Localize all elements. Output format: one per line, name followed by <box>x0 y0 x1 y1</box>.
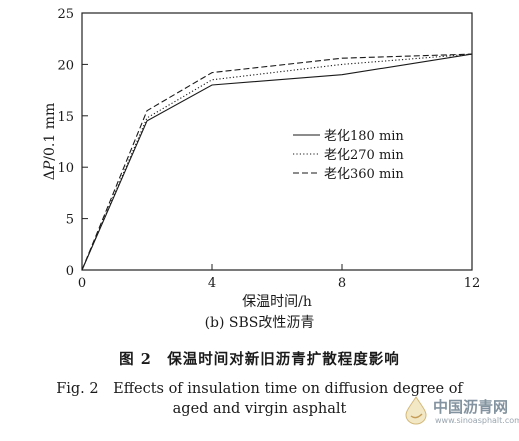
water-drop-logo-icon <box>405 396 427 425</box>
plot-frame <box>81 12 473 271</box>
watermark-text: 中国沥青网 <box>433 398 509 416</box>
legend-label-2: 老化270 min <box>324 148 404 163</box>
chart-axes: 0 4 8 12 0 5 10 15 20 25 保温时间/h ΔP/0.1 mm <box>42 7 480 310</box>
figure-caption-english-line1: Fig. 2 Effects of insulation time on dif… <box>56 381 463 397</box>
y-axis-label: ΔP/0.1 mm <box>42 103 58 181</box>
legend-label-1: 老化180 min <box>324 129 404 144</box>
figure-caption-chinese: 图 2 保温时间对新旧沥青扩散程度影响 <box>119 351 400 368</box>
y-tick-label: 5 <box>66 213 74 228</box>
series-line-1 <box>81 53 473 271</box>
y-tick-label: 0 <box>66 264 74 279</box>
y-tick-label: 10 <box>57 161 74 176</box>
chart-legend: 老化180 min 老化270 min 老化360 min <box>293 129 404 182</box>
x-tick-label: 0 <box>78 276 86 291</box>
x-tick-label: 4 <box>208 276 216 291</box>
y-axis-label-unit: /0.1 mm <box>42 103 58 161</box>
y-tick-label: 20 <box>57 58 74 73</box>
x-tick-label: 12 <box>464 276 481 291</box>
subfigure-caption: (b) SBS改性沥青 <box>204 315 315 331</box>
watermark-url: www.sinoasphalt.com <box>435 416 519 425</box>
y-tick-label: 25 <box>57 7 74 22</box>
series-line-3 <box>81 53 473 271</box>
y-tick-label: 15 <box>57 110 74 125</box>
y-axis-label-prefix: Δ <box>42 170 58 180</box>
x-axis-label: 保温时间/h <box>242 294 312 310</box>
series-line-2 <box>81 53 473 271</box>
legend-label-3: 老化360 min <box>324 167 404 182</box>
y-axis-label-variable: P <box>42 160 58 171</box>
figure-caption-english-line2: aged and virgin asphalt <box>172 401 347 417</box>
chart-series <box>81 53 473 271</box>
x-tick-label: 8 <box>338 276 346 291</box>
watermark: 中国沥青网 www.sinoasphalt.com <box>401 393 519 433</box>
